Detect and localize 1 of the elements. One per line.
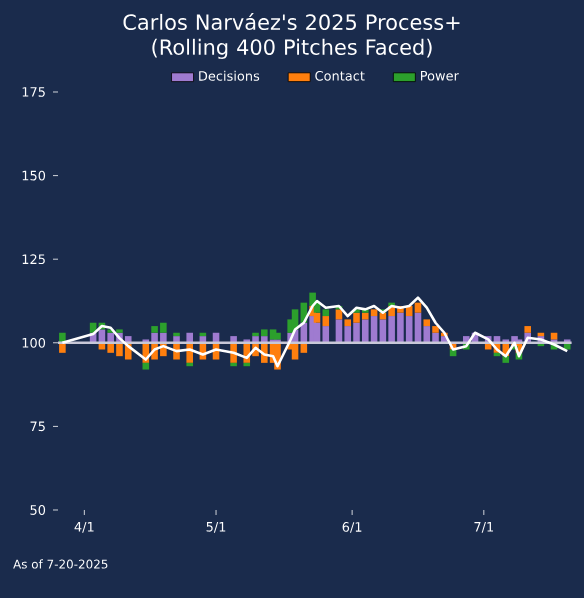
chart-title: Carlos Narváez's 2025 Process+ (Rolling 400 Pitches Faced): [123, 13, 460, 60]
